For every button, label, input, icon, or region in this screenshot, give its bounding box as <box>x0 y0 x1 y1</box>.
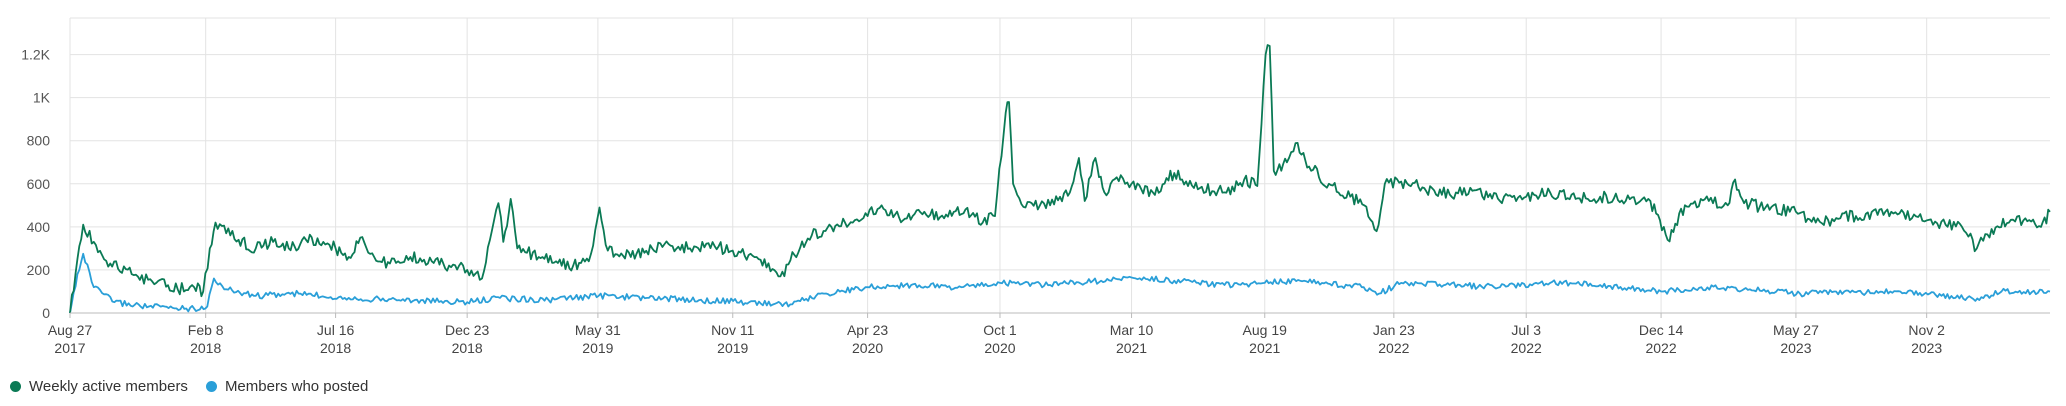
x-tick-label: Jul 16 <box>317 322 355 338</box>
y-tick-label: 1.2K <box>21 47 50 63</box>
x-tick-label: Mar 10 <box>1110 322 1154 338</box>
y-tick-label: 1K <box>33 90 51 106</box>
grid-layer <box>69 17 2050 314</box>
legend-label-weekly: Weekly active members <box>29 378 188 395</box>
axis-layer: 0 200 400 600 800 1K 1.2K Aug 27 2017 Feb 8 2018 Ju… <box>21 47 2050 356</box>
x-tick-label: May 27 <box>1773 322 1819 338</box>
x-tick-label: Jan 23 <box>1373 322 1415 338</box>
y-tick-label: 600 <box>27 176 51 192</box>
x-tick-year-label: 2023 <box>1780 340 1811 356</box>
legend-item-weekly[interactable]: Weekly active members <box>10 378 188 395</box>
x-tick-year-label: 2020 <box>852 340 883 356</box>
x-tick-year-label: 2019 <box>717 340 748 356</box>
x-tick-year-label: 2022 <box>1645 340 1676 356</box>
chart-canvas: 0 200 400 600 800 1K 1.2K Aug 27 2017 Feb 8 2018 Ju… <box>21 17 2051 356</box>
x-tick-year-label: 2021 <box>1116 340 1147 356</box>
x-tick-label: Apr 23 <box>847 322 888 338</box>
legend-label-posted: Members who posted <box>224 378 369 395</box>
x-tick-year-label: 2021 <box>1249 340 1280 356</box>
series-layer <box>69 44 2051 314</box>
x-tick-label: Nov 2 <box>1908 322 1945 338</box>
x-tick-year-label: 2022 <box>1378 340 1409 356</box>
legend-item-posted[interactable]: Members who posted <box>205 378 369 395</box>
series-line-members-who-posted[interactable] <box>69 252 2051 314</box>
x-tick-label: Nov 11 <box>711 322 755 338</box>
x-tick-label: Oct 1 <box>983 322 1017 338</box>
y-tick-label: 800 <box>27 133 51 149</box>
series-line-weekly-active-members[interactable] <box>69 44 2051 314</box>
x-tick-year-label: 2018 <box>190 340 221 356</box>
chart-legend: Weekly active members Members who posted <box>10 378 368 395</box>
y-tick-label: 0 <box>42 305 50 321</box>
x-tick-year-label: 2023 <box>1911 340 1942 356</box>
x-tick-label: Aug 27 <box>48 322 93 338</box>
legend-swatch-posted <box>205 381 217 392</box>
x-tick-year-label: 2018 <box>452 340 483 356</box>
x-tick-year-label: 2020 <box>984 340 1015 356</box>
x-tick-label: Jul 3 <box>1511 322 1541 338</box>
x-tick-year-label: 2017 <box>54 340 85 356</box>
x-tick-label: Feb 8 <box>188 322 224 338</box>
y-tick-label: 400 <box>27 219 51 235</box>
y-tick-label: 200 <box>27 262 51 278</box>
x-tick-label: Dec 23 <box>445 322 490 338</box>
x-tick-label: May 31 <box>575 322 621 338</box>
x-tick-year-label: 2018 <box>320 340 351 356</box>
x-tick-year-label: 2022 <box>1511 340 1542 356</box>
legend-swatch-weekly <box>10 381 21 392</box>
x-tick-label: Aug 19 <box>1243 322 1288 338</box>
line-chart: 0 200 400 600 800 1K 1.2K Aug 27 2017 Feb 8 2018 Ju… <box>21 17 2051 356</box>
x-tick-year-label: 2019 <box>582 340 613 356</box>
x-tick-label: Dec 14 <box>1639 322 1684 338</box>
